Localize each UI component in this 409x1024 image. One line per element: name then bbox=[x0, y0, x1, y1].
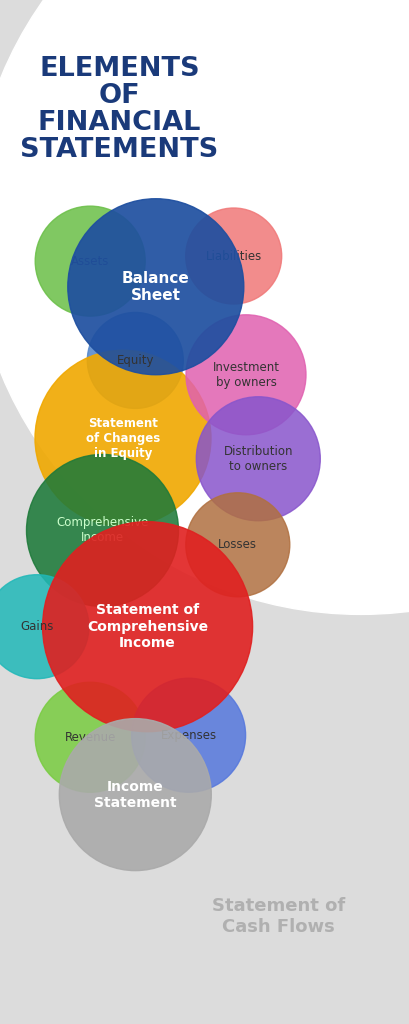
Text: Comprehensive
Income: Comprehensive Income bbox=[56, 516, 148, 545]
Circle shape bbox=[87, 312, 183, 409]
Text: Investment
by owners: Investment by owners bbox=[212, 360, 279, 389]
Text: Assets: Assets bbox=[71, 255, 109, 267]
Text: Liabilities: Liabilities bbox=[205, 250, 261, 262]
Text: Gains: Gains bbox=[20, 621, 54, 633]
Text: Statement
of Changes
in Equity: Statement of Changes in Equity bbox=[85, 417, 160, 460]
Text: Equity: Equity bbox=[116, 354, 154, 367]
Circle shape bbox=[43, 521, 252, 732]
Circle shape bbox=[186, 314, 305, 435]
Text: Statement of
Cash Flows: Statement of Cash Flows bbox=[212, 897, 344, 936]
Circle shape bbox=[131, 678, 245, 793]
Circle shape bbox=[185, 208, 281, 304]
Circle shape bbox=[0, 574, 89, 679]
Circle shape bbox=[0, 0, 409, 614]
Text: Statement of
Comprehensive
Income: Statement of Comprehensive Income bbox=[87, 603, 208, 650]
Circle shape bbox=[35, 206, 145, 316]
Circle shape bbox=[67, 199, 243, 375]
Text: Income
Statement: Income Statement bbox=[94, 779, 176, 810]
Text: Revenue: Revenue bbox=[64, 731, 116, 743]
Text: Balance
Sheet: Balance Sheet bbox=[121, 270, 189, 303]
Circle shape bbox=[185, 493, 289, 597]
Circle shape bbox=[35, 350, 211, 526]
Circle shape bbox=[59, 719, 211, 870]
Text: ELEMENTS
OF
FINANCIAL
STATEMENTS: ELEMENTS OF FINANCIAL STATEMENTS bbox=[20, 56, 218, 163]
Text: Losses: Losses bbox=[218, 539, 257, 551]
Circle shape bbox=[35, 682, 145, 793]
Circle shape bbox=[196, 396, 319, 521]
Text: Expenses: Expenses bbox=[160, 729, 216, 741]
Text: Distribution
to owners: Distribution to owners bbox=[223, 444, 292, 473]
Circle shape bbox=[27, 455, 178, 606]
